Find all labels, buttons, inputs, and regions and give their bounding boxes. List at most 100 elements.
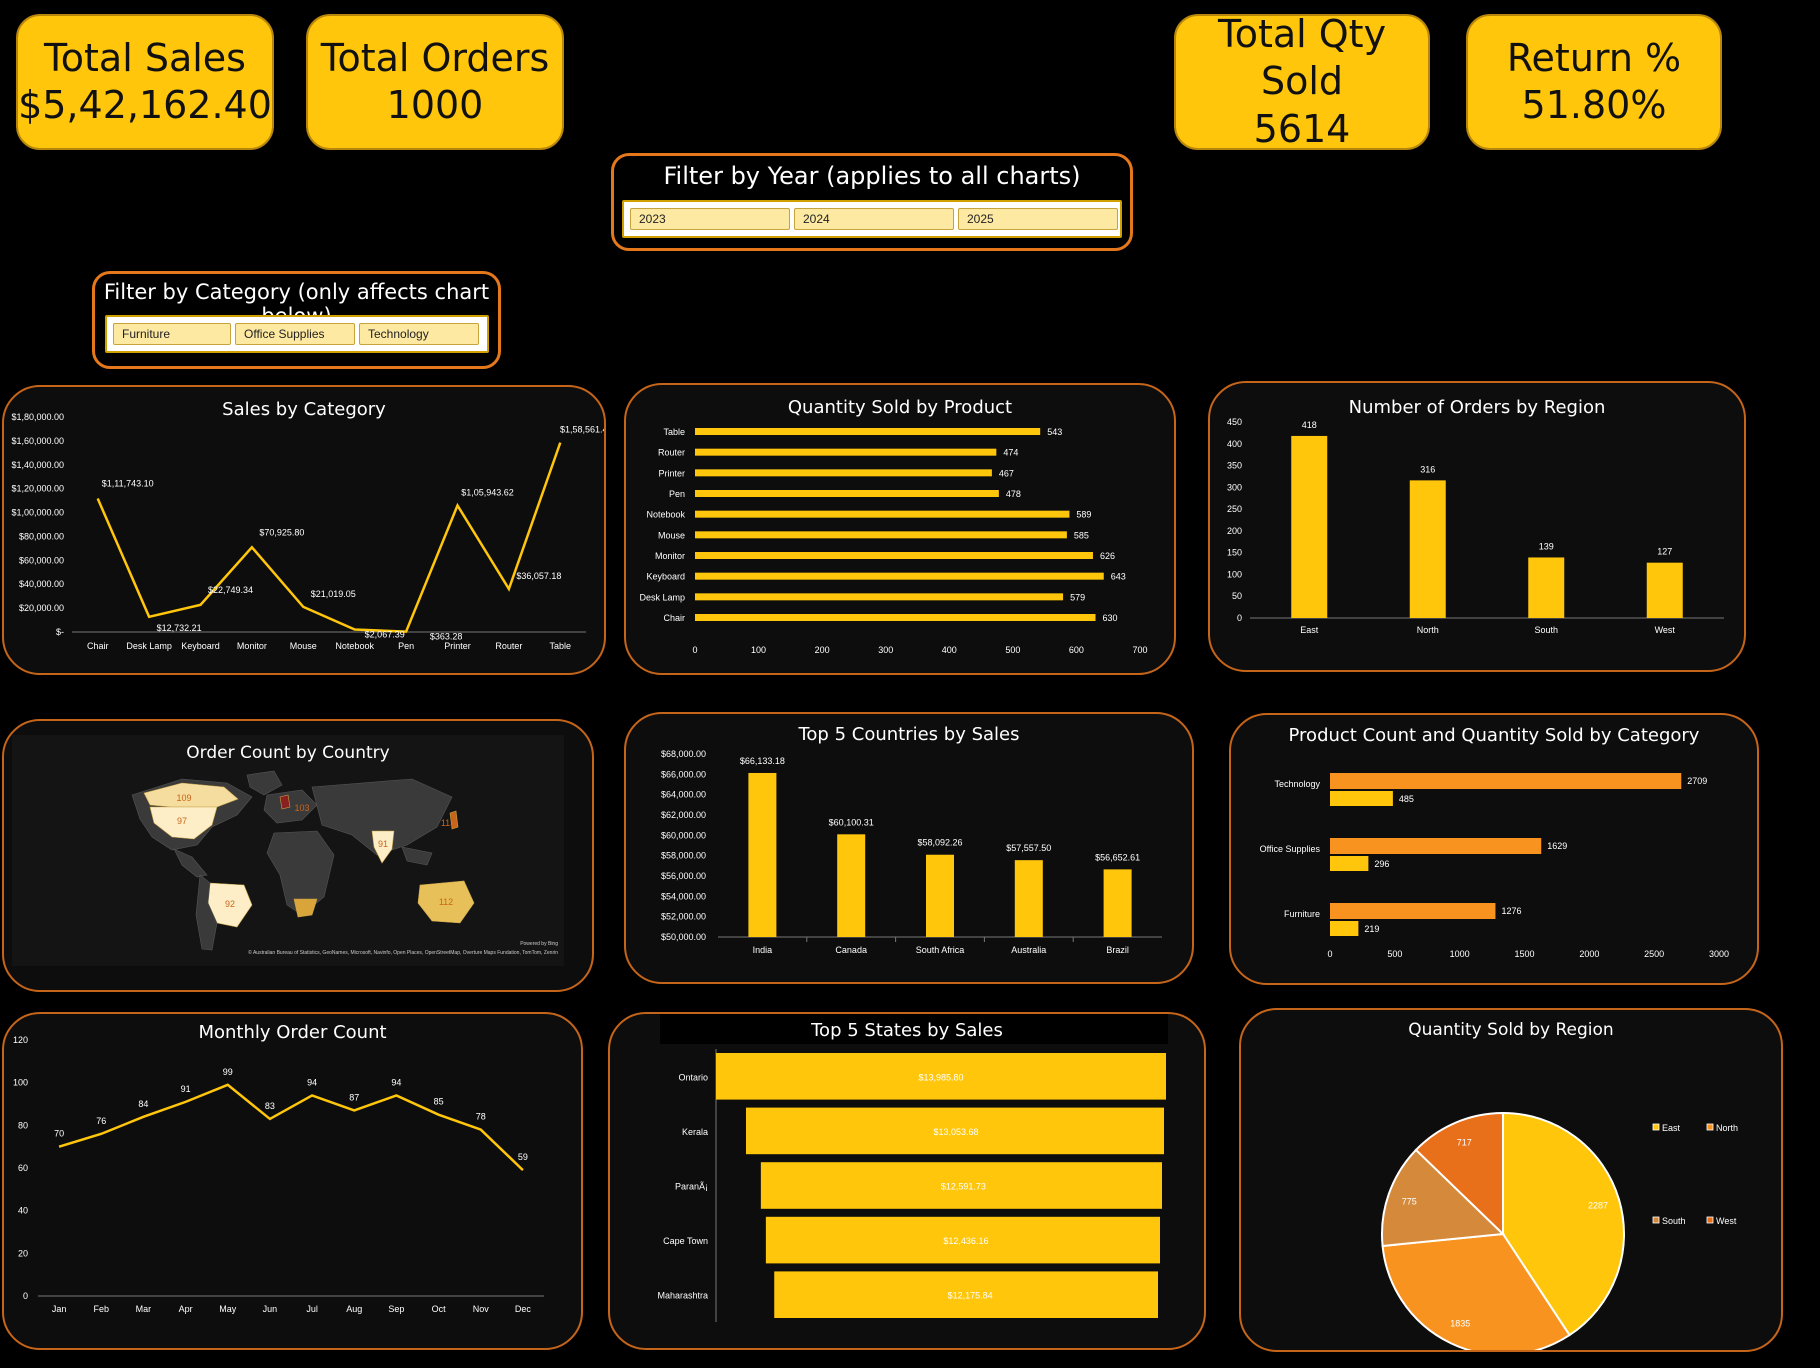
product-count-qty-card: Product Count and Quantity Sold by Categ… [1229, 713, 1759, 985]
x-tick-label: Sep [388, 1304, 404, 1314]
x-tick-label: Australia [1011, 945, 1046, 955]
x-tick-label: 1000 [1450, 949, 1470, 959]
data-label: $12,436.16 [943, 1236, 988, 1246]
data-label: 87 [349, 1092, 359, 1102]
year-option-2025[interactable]: 2025 [958, 208, 1118, 230]
kpi-total-sales: Total Sales $5,42,162.40 [16, 14, 274, 150]
x-tick-label: Feb [93, 1304, 109, 1314]
x-tick-label: Pen [398, 641, 414, 651]
bar [1409, 480, 1446, 618]
map-asia [311, 778, 453, 856]
data-label: 543 [1047, 427, 1062, 437]
legend-swatch [1706, 1123, 1714, 1131]
kpi-value: 1000 [386, 83, 484, 127]
category-option-furniture[interactable]: Furniture [113, 323, 231, 345]
kpi-label: Total Qty Sold [1217, 11, 1387, 104]
y-tick-label: $62,000.00 [661, 810, 706, 820]
data-label: 585 [1074, 530, 1089, 540]
y-tick-label: $80,000.00 [19, 531, 64, 541]
y-tick-label: $66,000.00 [661, 769, 706, 779]
map-label-india: 91 [378, 839, 388, 849]
y-tick-label: 20 [18, 1248, 28, 1258]
y-tick-label: $50,000.00 [661, 932, 706, 942]
bar [1330, 921, 1359, 936]
map-canada [143, 782, 239, 808]
data-label: 717 [1457, 1138, 1472, 1148]
x-tick-label: 2500 [1644, 949, 1664, 959]
map-south-africa [293, 898, 318, 918]
bar [837, 834, 866, 937]
data-label: $1,05,943.62 [461, 487, 514, 497]
y-tick-label: Keyboard [646, 572, 685, 582]
data-label: 94 [307, 1077, 317, 1087]
y-tick-label: 250 [1227, 504, 1242, 514]
world-map: 109 97 92 91 113 112 103 Powered by Bing… [131, 770, 558, 956]
data-label: 1835 [1450, 1319, 1470, 1329]
chart-title-band [660, 1014, 1168, 1044]
x-tick-label: Chair [87, 641, 109, 651]
monthly-orders-chart: 0 20 40 60 80 100 120 Jan 70 Feb 76 Mar 84 Apr 91 May 99… [13, 1035, 544, 1314]
data-label: 2287 [1588, 1201, 1608, 1211]
year-option-2023[interactable]: 2023 [630, 208, 790, 230]
category-filter: Filter by Category (only affects chart b… [92, 271, 501, 369]
data-label: 467 [999, 468, 1014, 478]
legend-label: West [1716, 1216, 1737, 1226]
y-tick-label: Table [663, 427, 685, 437]
y-tick-label: $60,000.00 [661, 830, 706, 840]
data-label: 83 [265, 1101, 275, 1111]
data-label: 139 [1539, 541, 1554, 551]
data-label: $36,057.18 [516, 571, 561, 581]
y-tick-label: Kerala [682, 1127, 708, 1137]
bar [716, 1053, 1166, 1100]
x-tick-label: East [1300, 625, 1319, 635]
qty-by-product-card: Quantity Sold by Product 0 100 200 300 400 50… [624, 383, 1176, 675]
y-tick-label: $68,000.00 [661, 749, 706, 759]
x-tick-label: 300 [878, 645, 893, 655]
kpi-return-pct: Return % 51.80% [1466, 14, 1722, 150]
kpi-value: $5,42,162.40 [18, 83, 272, 127]
bar [695, 531, 1067, 539]
chart-title: Order Count by Country [186, 743, 390, 763]
y-tick-label: Office Supplies [1260, 844, 1321, 854]
x-tick-label: Oct [432, 1304, 447, 1314]
x-tick-label: Printer [444, 641, 471, 651]
orders-by-region-card: Number of Orders by Region 0 50 100 150 200 2… [1208, 381, 1746, 672]
x-tick-label: West [1655, 625, 1676, 635]
kpi-label: Total Sales [44, 35, 246, 80]
year-option-2024[interactable]: 2024 [794, 208, 954, 230]
map-central-america [173, 848, 208, 878]
data-label: 1276 [1501, 906, 1521, 916]
x-tick-label: North [1417, 625, 1439, 635]
data-label: 99 [223, 1067, 233, 1077]
bar [774, 1271, 1158, 1318]
y-tick-label: 100 [13, 1078, 28, 1088]
data-label: 70 [54, 1129, 64, 1139]
legend-label: North [1716, 1123, 1738, 1133]
bar [1330, 856, 1369, 871]
category-option-office-supplies[interactable]: Office Supplies [235, 323, 355, 345]
x-tick-label: India [753, 945, 773, 955]
data-label: $66,133.18 [740, 756, 785, 766]
top5-states-chart: Ontario $13,985.80 Kerala $13,053.68 ParanÃ¡… [657, 1049, 1166, 1322]
x-tick-label: Canada [835, 945, 867, 955]
map-label-brazil: 92 [225, 899, 235, 909]
data-label: 626 [1100, 551, 1115, 561]
x-tick-label: 500 [1005, 645, 1020, 655]
bar [1646, 562, 1683, 618]
category-option-technology[interactable]: Technology [359, 323, 479, 345]
top5-states-card: Top 5 States by Sales Ontario $13,985.80 K… [608, 1012, 1206, 1350]
data-label: $13,053.68 [933, 1127, 978, 1137]
y-tick-label: Furniture [1284, 909, 1320, 919]
data-label: $13,985.80 [918, 1072, 963, 1082]
map-area[interactable]: Order Count by Country 109 97 [12, 735, 564, 966]
y-tick-label: 80 [18, 1120, 28, 1130]
bar [1528, 557, 1565, 618]
chart-title: Quantity Sold by Region [1408, 1020, 1614, 1040]
data-label: $12,591.73 [941, 1182, 986, 1192]
map-australia [417, 880, 475, 924]
bar [695, 469, 992, 477]
data-label: $70,925.80 [259, 527, 304, 537]
data-label: 59 [518, 1152, 528, 1162]
bar [1014, 860, 1043, 937]
top5-countries-card: Top 5 Countries by Sales $50,000.00 $52,0… [624, 712, 1194, 984]
